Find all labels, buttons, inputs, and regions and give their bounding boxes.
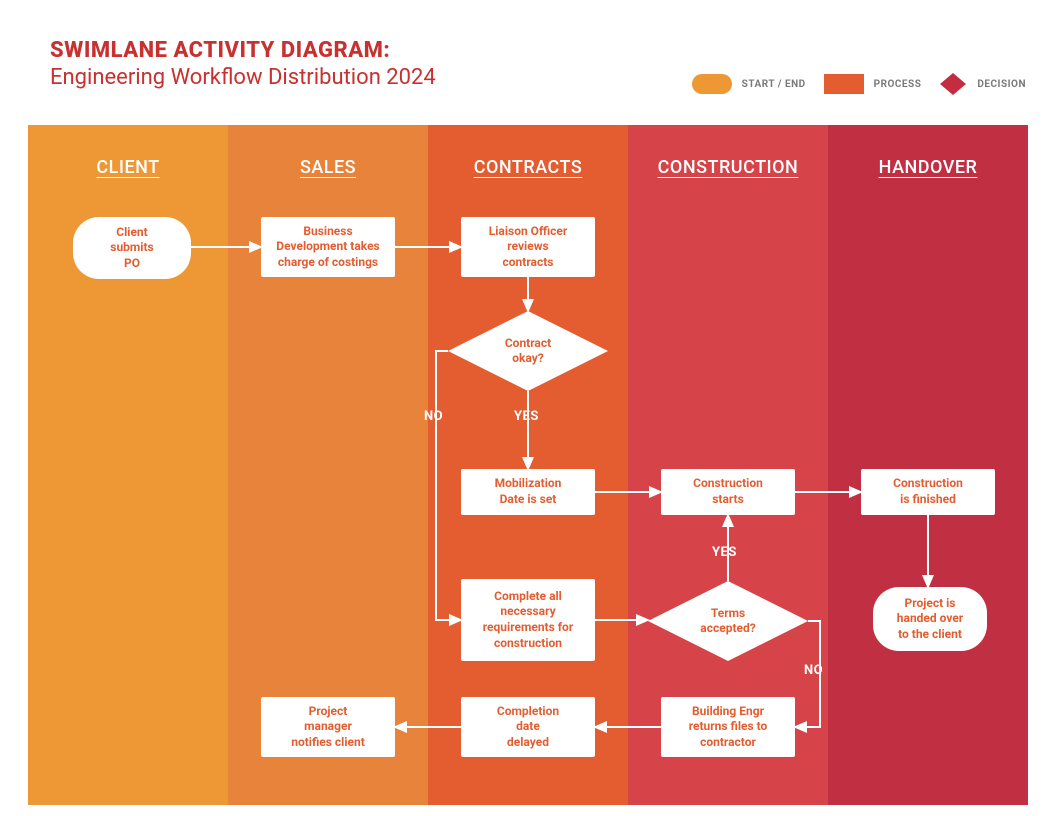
legend-item-startend: START / END bbox=[692, 74, 806, 94]
startend-node: Project ishanded overto the client bbox=[873, 587, 987, 651]
page-subtitle: Engineering Workflow Distribution 2024 bbox=[50, 65, 436, 90]
page-title: SWIMLANE ACTIVITY DIAGRAM: bbox=[50, 38, 436, 63]
rect-icon bbox=[824, 74, 864, 94]
decision-node: Termsaccepted? bbox=[648, 581, 808, 661]
header: SWIMLANE ACTIVITY DIAGRAM: Engineering W… bbox=[50, 38, 436, 90]
process-node: MobilizationDate is set bbox=[461, 469, 595, 515]
startend-node: ClientsubmitsPO bbox=[73, 217, 191, 279]
decision-node: Contractokay? bbox=[448, 311, 608, 391]
edge-label: NO bbox=[424, 409, 443, 424]
legend-label: START / END bbox=[742, 79, 806, 90]
rounded-rect-icon bbox=[692, 74, 732, 94]
legend-item-decision: DECISION bbox=[939, 70, 1026, 98]
process-node: Building Engrreturns files tocontractor bbox=[661, 697, 795, 757]
process-node: Liaison Officerreviewscontracts bbox=[461, 217, 595, 277]
edge-label: YES bbox=[712, 545, 737, 560]
process-node: Constructionstarts bbox=[661, 469, 795, 515]
edge bbox=[436, 351, 461, 620]
process-node: Projectmanagernotifies client bbox=[261, 697, 395, 757]
process-node: BusinessDevelopment takescharge of costi… bbox=[261, 217, 395, 277]
diamond-icon bbox=[939, 70, 967, 98]
edge-label: NO bbox=[804, 663, 823, 678]
diagram-layer: YES NO YES NO ClientsubmitsPO BusinessDevelop… bbox=[28, 125, 1028, 805]
edge-label: YES bbox=[514, 409, 539, 424]
process-node: Completiondatedelayed bbox=[461, 697, 595, 757]
node-label: Contractokay? bbox=[505, 336, 551, 366]
node-label: Termsaccepted? bbox=[700, 606, 755, 636]
legend-label: DECISION bbox=[977, 79, 1026, 90]
legend: START / END PROCESS DECISION bbox=[692, 70, 1026, 98]
process-node: Complete allnecessaryrequirements forcon… bbox=[461, 579, 595, 661]
process-node: Constructionis finished bbox=[861, 469, 995, 515]
legend-label: PROCESS bbox=[874, 79, 922, 90]
legend-item-process: PROCESS bbox=[824, 74, 922, 94]
